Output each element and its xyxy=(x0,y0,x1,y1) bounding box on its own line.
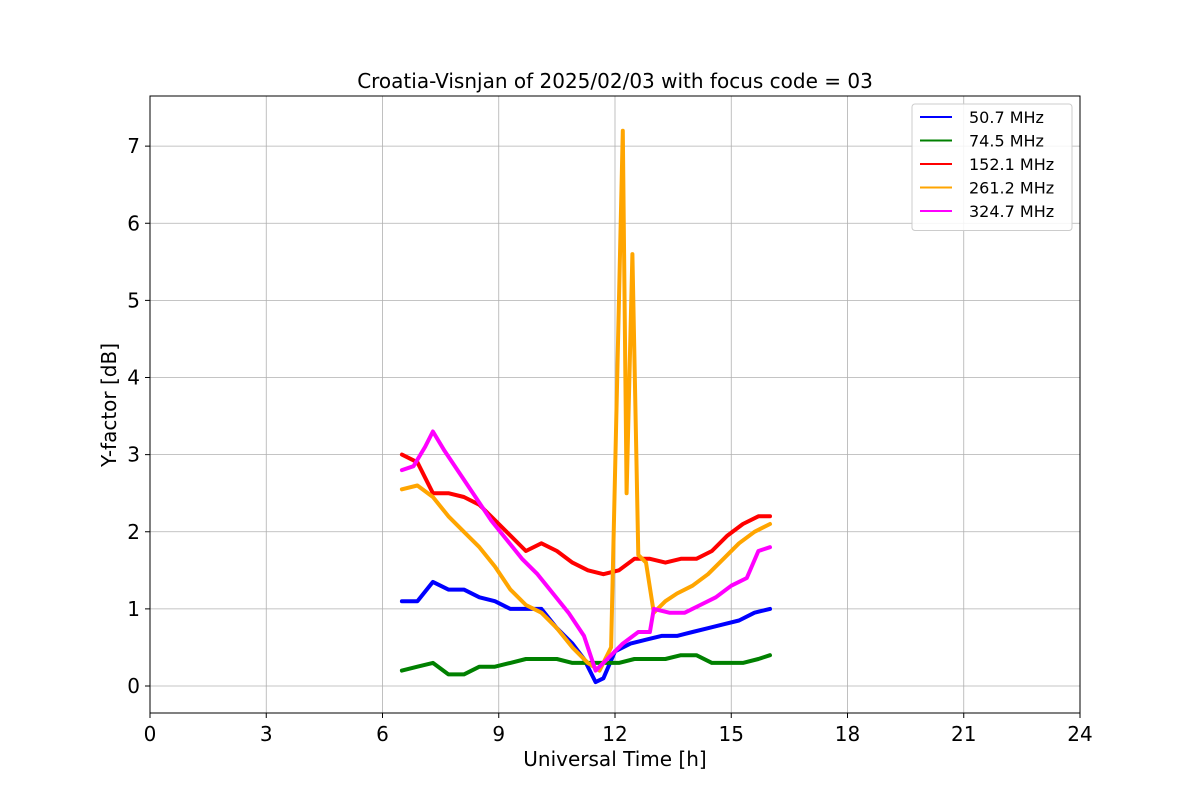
legend-box xyxy=(911,103,1073,231)
x-tick-label: 12 xyxy=(602,722,627,746)
y-tick-label: 2 xyxy=(127,520,140,544)
series-line-1 xyxy=(399,653,772,677)
x-tick-label: 18 xyxy=(835,722,860,746)
x-tick-label: 21 xyxy=(951,722,976,746)
series-lines xyxy=(399,128,772,685)
legend-label: 50.7 MHz xyxy=(969,108,1044,127)
x-tick-label: 9 xyxy=(492,722,505,746)
y-tick-label: 7 xyxy=(127,134,140,158)
series-line-3 xyxy=(399,128,772,673)
x-tick-label: 6 xyxy=(376,722,389,746)
legend-label: 261.2 MHz xyxy=(969,179,1054,198)
y-tick-label: 1 xyxy=(127,597,140,621)
series-line-4 xyxy=(399,429,772,673)
legend: 50.7 MHz 74.5 MHz 152.1 MHz 261.2 MHz 32… xyxy=(911,103,1073,231)
x-tick-label: 0 xyxy=(144,722,157,746)
y-tick-label: 5 xyxy=(127,288,140,312)
y-tick-label: 3 xyxy=(127,443,140,467)
y-tick-label: 0 xyxy=(127,674,140,698)
legend-label: 74.5 MHz xyxy=(969,132,1044,151)
y-tick-label: 6 xyxy=(127,211,140,235)
x-tick-label: 3 xyxy=(260,722,273,746)
x-tick-label: 15 xyxy=(719,722,744,746)
legend-label: 152.1 MHz xyxy=(969,155,1054,174)
y-tick-label: 4 xyxy=(127,366,140,390)
x-tick-label: 24 xyxy=(1067,722,1092,746)
x-axis-label: Universal Time [h] xyxy=(523,747,706,771)
chart-title: Croatia-Visnjan of 2025/02/03 with focus… xyxy=(357,69,873,93)
series-line-0 xyxy=(399,579,772,685)
series-line-2 xyxy=(399,452,772,577)
y-axis-label: Y-factor [dB] xyxy=(97,343,121,468)
legend-label: 324.7 MHz xyxy=(969,202,1054,221)
